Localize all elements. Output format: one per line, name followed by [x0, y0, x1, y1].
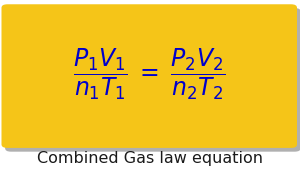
FancyBboxPatch shape: [5, 8, 300, 152]
Text: $\dfrac{P_1V_1}{n_1T_1}\;=\;\dfrac{P_2V_2}{n_2T_2}$: $\dfrac{P_1V_1}{n_1T_1}\;=\;\dfrac{P_2V_…: [73, 47, 225, 102]
Text: Combined Gas law equation: Combined Gas law equation: [37, 151, 263, 166]
FancyBboxPatch shape: [2, 4, 297, 148]
